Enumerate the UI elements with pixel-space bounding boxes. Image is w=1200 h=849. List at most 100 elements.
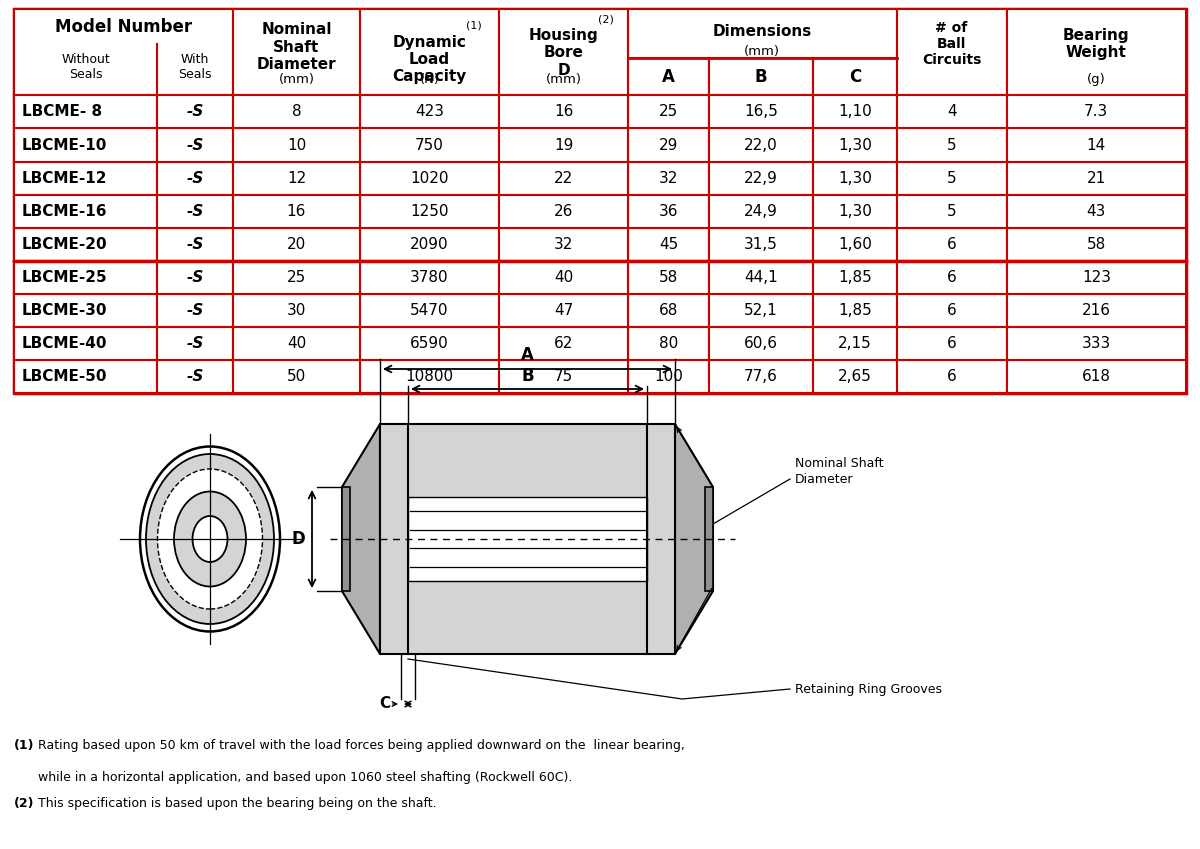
- Text: 16: 16: [287, 204, 306, 219]
- Text: 1,30: 1,30: [838, 138, 872, 153]
- Text: 1020: 1020: [410, 171, 449, 186]
- Bar: [408, 497, 647, 581]
- Bar: [360, 294, 499, 327]
- Bar: [157, 261, 233, 294]
- Text: 7.3: 7.3: [1085, 104, 1109, 120]
- Text: 2090: 2090: [410, 237, 449, 251]
- Text: 8: 8: [292, 104, 301, 120]
- Text: 1,10: 1,10: [838, 104, 871, 120]
- Bar: [814, 294, 896, 327]
- Text: 58: 58: [1087, 237, 1106, 251]
- Bar: [157, 228, 233, 261]
- Bar: [14, 9, 233, 95]
- Bar: [360, 360, 499, 393]
- Text: 58: 58: [659, 270, 678, 284]
- Bar: [499, 261, 628, 294]
- Bar: [14, 128, 157, 161]
- Bar: [14, 360, 157, 393]
- Text: 5470: 5470: [410, 303, 449, 318]
- Bar: [709, 327, 814, 360]
- Text: 20: 20: [287, 237, 306, 251]
- Text: 5: 5: [947, 171, 956, 186]
- Bar: [499, 194, 628, 228]
- Bar: [628, 194, 709, 228]
- Text: (1): (1): [467, 20, 482, 31]
- Text: 21: 21: [1087, 171, 1106, 186]
- Text: Without
Seals: Without Seals: [61, 53, 110, 82]
- Ellipse shape: [157, 469, 263, 609]
- Text: A: A: [662, 68, 674, 86]
- Text: 25: 25: [287, 270, 306, 284]
- Text: 29: 29: [659, 138, 678, 153]
- Text: 6: 6: [947, 303, 956, 318]
- Text: 77,6: 77,6: [744, 369, 778, 384]
- Text: 40: 40: [287, 336, 306, 351]
- Bar: [233, 128, 360, 161]
- Text: Capacity: Capacity: [392, 69, 467, 84]
- Bar: [628, 327, 709, 360]
- Bar: [360, 9, 499, 95]
- Ellipse shape: [174, 492, 246, 587]
- Text: Diameter: Diameter: [796, 473, 853, 486]
- Text: 1250: 1250: [410, 204, 449, 219]
- Text: 2,65: 2,65: [838, 369, 872, 384]
- Bar: [233, 261, 360, 294]
- Bar: [360, 327, 499, 360]
- Bar: [814, 360, 896, 393]
- Text: LBCME-20: LBCME-20: [22, 237, 108, 251]
- Text: 47: 47: [554, 303, 574, 318]
- Bar: [896, 194, 1007, 228]
- Bar: [628, 228, 709, 261]
- Polygon shape: [342, 424, 380, 654]
- Text: Rating based upon 50 km of travel with the load forces being applied downward on: Rating based upon 50 km of travel with t…: [38, 739, 685, 752]
- Bar: [709, 161, 814, 194]
- Bar: [706, 487, 713, 591]
- Text: (mm): (mm): [278, 73, 314, 86]
- Text: 31,5: 31,5: [744, 237, 778, 251]
- Bar: [709, 294, 814, 327]
- Bar: [896, 9, 1007, 95]
- Bar: [233, 194, 360, 228]
- Bar: [814, 327, 896, 360]
- Text: 423: 423: [415, 104, 444, 120]
- Bar: [896, 95, 1007, 128]
- Bar: [814, 161, 896, 194]
- Text: 19: 19: [554, 138, 574, 153]
- Text: 1,85: 1,85: [838, 303, 871, 318]
- Bar: [709, 261, 814, 294]
- Text: (1): (1): [14, 739, 35, 752]
- Bar: [499, 228, 628, 261]
- Text: -S: -S: [186, 336, 204, 351]
- Bar: [1007, 327, 1186, 360]
- Bar: [1007, 194, 1186, 228]
- Text: (2): (2): [598, 14, 613, 25]
- Text: 10800: 10800: [406, 369, 454, 384]
- Text: LBCME-50: LBCME-50: [22, 369, 108, 384]
- Bar: [896, 294, 1007, 327]
- Text: B: B: [755, 68, 768, 86]
- Text: Bore: Bore: [544, 45, 583, 59]
- Text: D: D: [557, 63, 570, 78]
- Text: B: B: [521, 367, 534, 385]
- Bar: [157, 161, 233, 194]
- Text: (2): (2): [14, 797, 35, 810]
- Bar: [709, 59, 814, 95]
- Bar: [157, 360, 233, 393]
- Text: This specification is based upon the bearing being on the shaft.: This specification is based upon the bea…: [38, 797, 437, 810]
- Text: 36: 36: [659, 204, 678, 219]
- Text: 32: 32: [659, 171, 678, 186]
- Bar: [360, 228, 499, 261]
- Bar: [1007, 228, 1186, 261]
- Text: 16: 16: [554, 104, 574, 120]
- Ellipse shape: [192, 516, 228, 562]
- Text: Bearing
Weight: Bearing Weight: [1063, 28, 1129, 60]
- Bar: [709, 228, 814, 261]
- Bar: [233, 95, 360, 128]
- Bar: [14, 194, 157, 228]
- Text: Dynamic: Dynamic: [392, 35, 467, 50]
- Text: 100: 100: [654, 369, 683, 384]
- Bar: [814, 261, 896, 294]
- Text: C: C: [848, 68, 862, 86]
- Bar: [233, 360, 360, 393]
- Text: 1,60: 1,60: [838, 237, 872, 251]
